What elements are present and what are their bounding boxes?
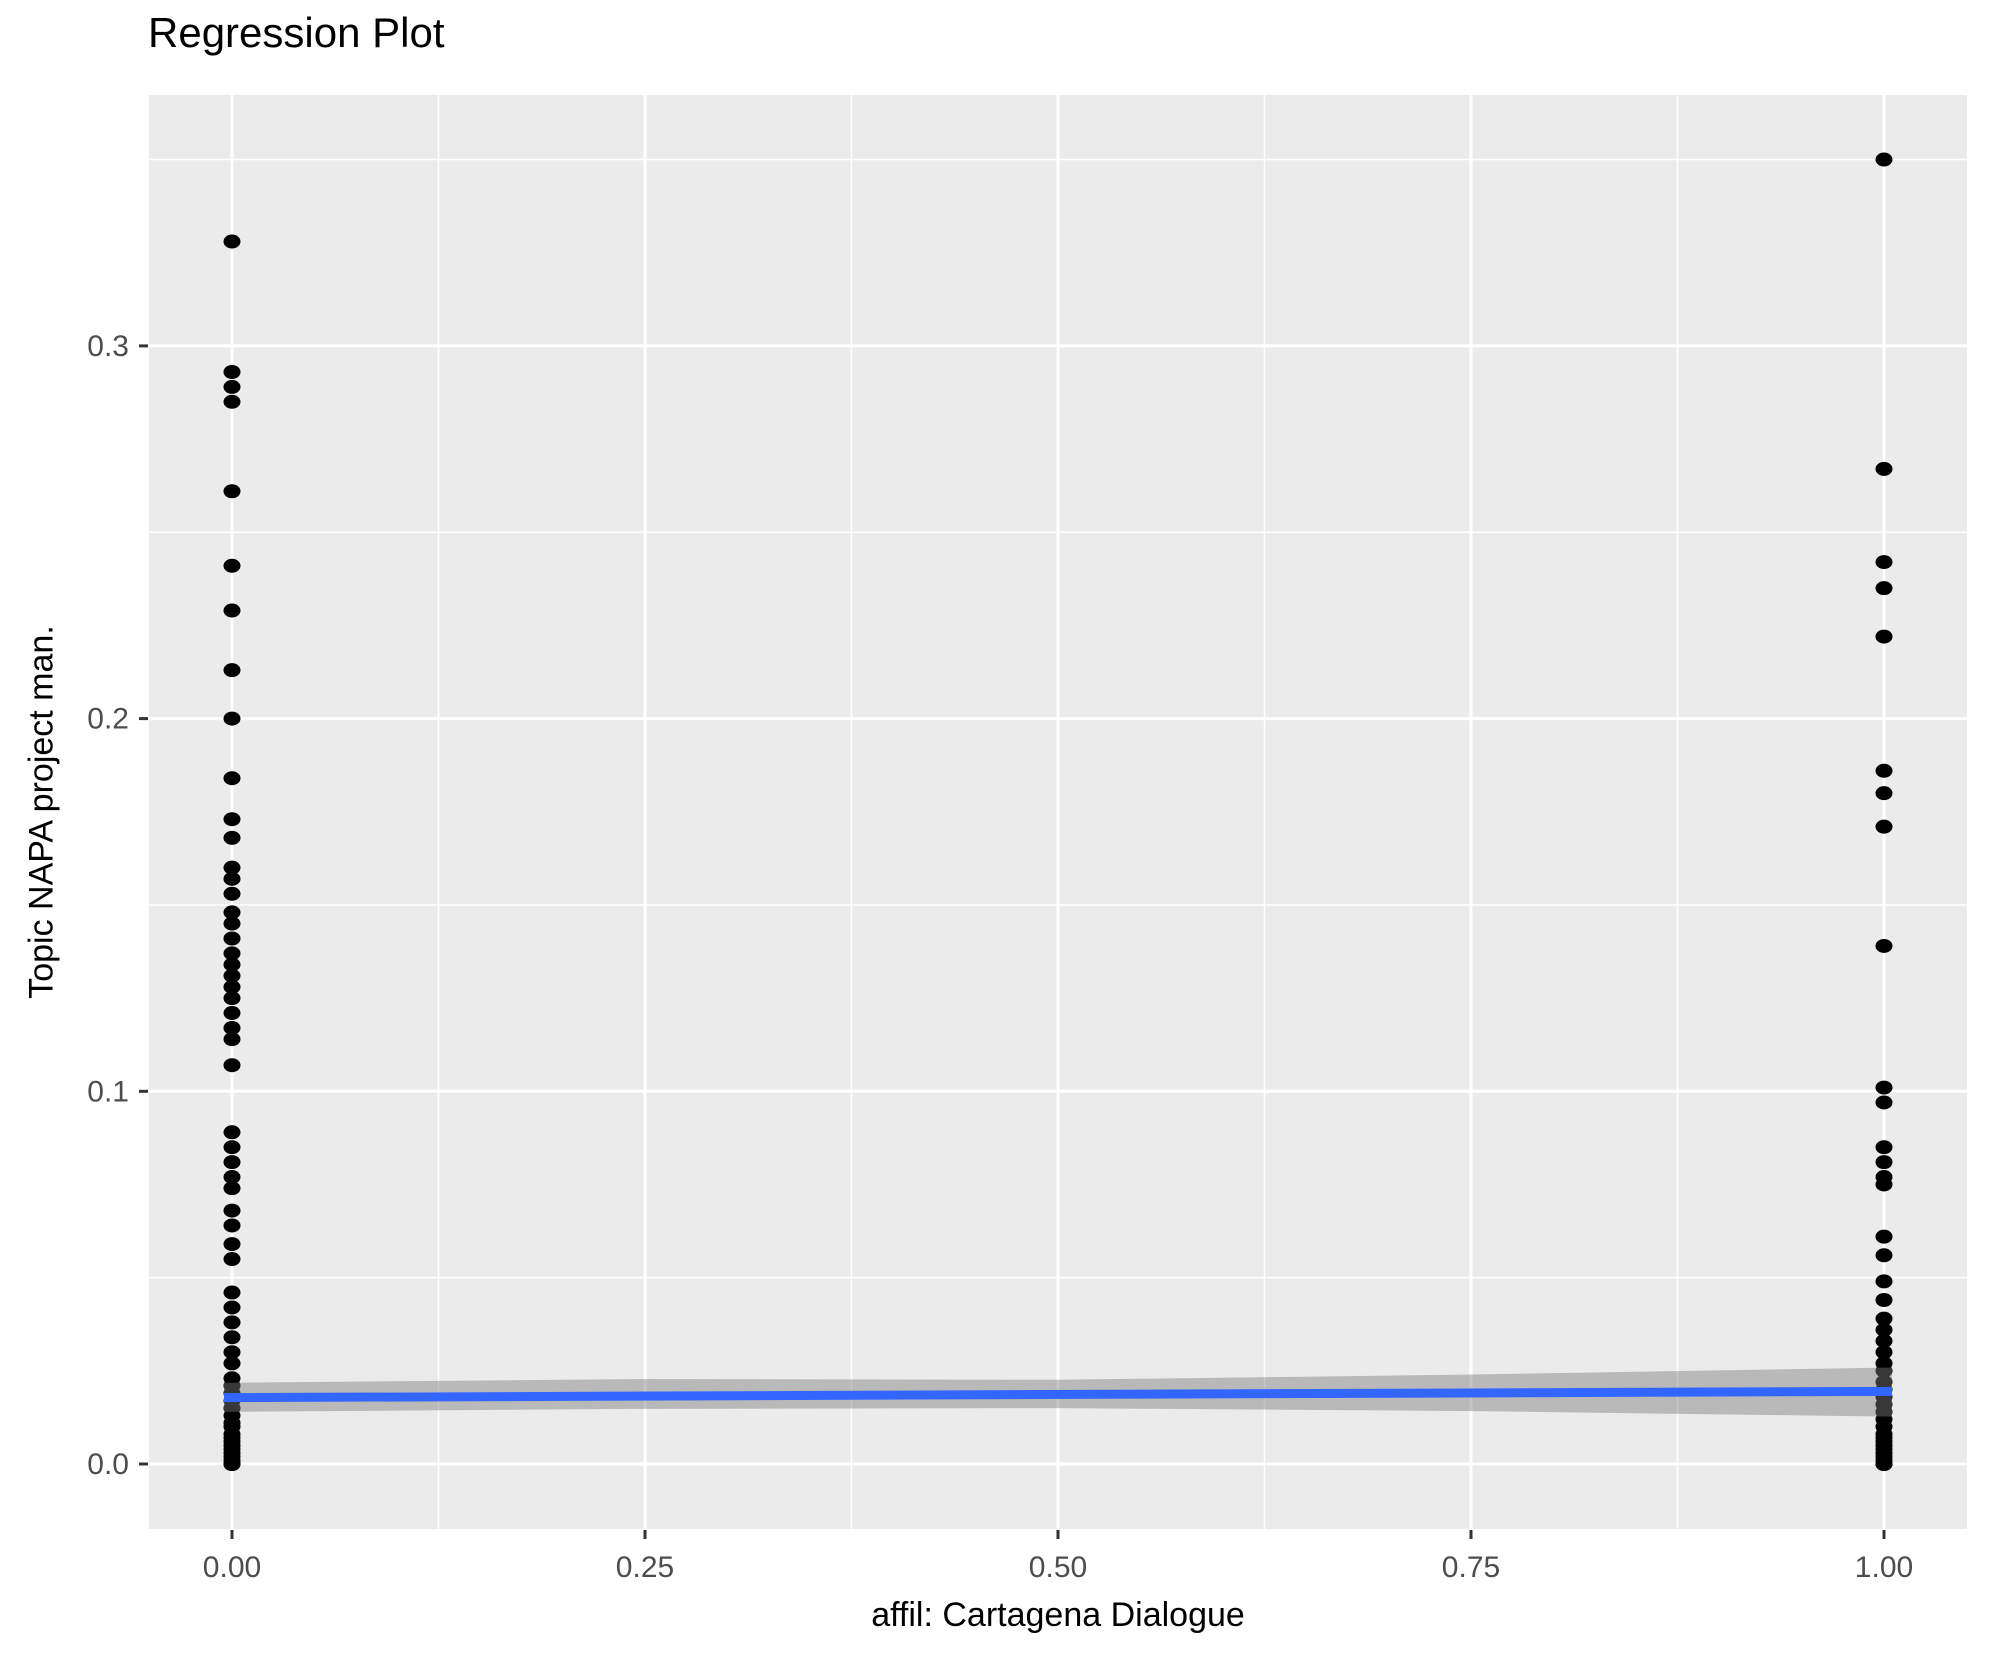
- scatter-points-1: [1875, 152, 1893, 1471]
- svg-text:0.2: 0.2: [87, 703, 129, 736]
- y-tick-labels: 0.0 0.1 0.2 0.3: [87, 330, 129, 1481]
- svg-text:0.75: 0.75: [1442, 1551, 1500, 1584]
- svg-text:1.00: 1.00: [1855, 1551, 1913, 1584]
- x-tick-labels: 0.00 0.25 0.50 0.75 1.00: [203, 1551, 1913, 1584]
- x-axis-title: affil: Cartagena Dialogue: [871, 1596, 1245, 1634]
- svg-text:0.25: 0.25: [616, 1551, 674, 1584]
- scatter-points-0: [223, 234, 241, 1471]
- svg-text:0.1: 0.1: [87, 1075, 129, 1108]
- svg-text:0.0: 0.0: [87, 1448, 129, 1481]
- svg-text:0.50: 0.50: [1029, 1551, 1087, 1584]
- chart-title: Regression Plot: [148, 9, 445, 56]
- axis-tick-marks: [139, 344, 1886, 1539]
- svg-text:0.3: 0.3: [87, 330, 129, 363]
- regression-line: [223, 1386, 1893, 1403]
- svg-text:0.00: 0.00: [203, 1551, 261, 1584]
